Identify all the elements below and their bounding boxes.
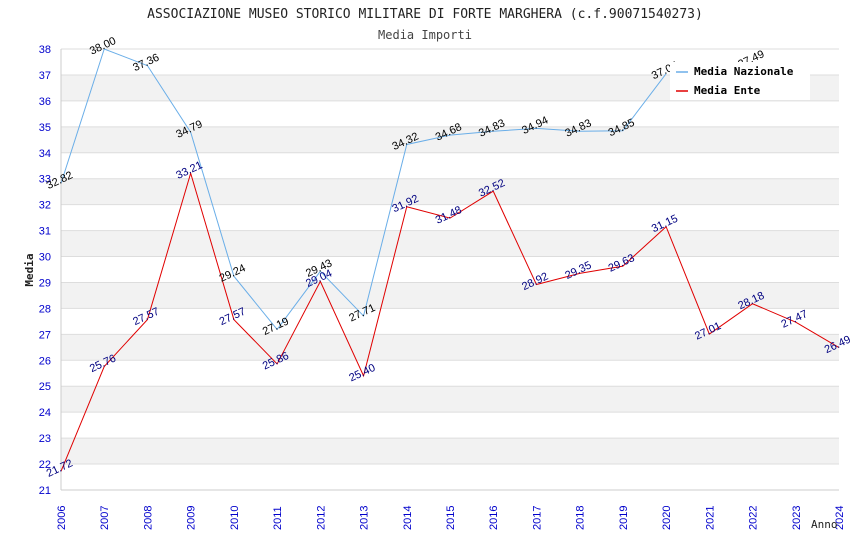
grid-band	[61, 438, 839, 465]
grid-band	[61, 282, 839, 309]
legend-label-media-ente: Media Ente	[694, 84, 761, 97]
series-line-media-nazionale	[60, 48, 667, 331]
x-tick-label: 2015	[445, 506, 457, 530]
x-tick-label: 2021	[704, 506, 716, 530]
y-tick-label: 35	[39, 122, 51, 134]
series-line-media-ente	[60, 171, 840, 472]
y-tick-label: 38	[39, 44, 51, 56]
y-tick-label: 31	[39, 226, 51, 238]
x-tick-label: 2009	[186, 506, 198, 530]
x-tick-label: 2014	[402, 506, 414, 530]
x-tick-label: 2012	[315, 506, 327, 530]
data-label-media-nazionale: 29.24	[218, 262, 248, 285]
y-axis-ticks: 21 22 23 24 25 26 27 28 29 30 31 32 33 34 35 36 37 38	[39, 44, 51, 497]
y-tick-label: 22	[39, 459, 51, 471]
y-tick-label: 28	[39, 303, 51, 315]
y-tick-label: 29	[39, 277, 51, 289]
data-label-media-ente: 29.35	[563, 259, 593, 282]
y-tick-label: 24	[39, 407, 51, 419]
x-tick-label: 2010	[229, 506, 241, 530]
y-axis-label: Media	[23, 253, 36, 286]
x-tick-label: 2019	[618, 506, 630, 530]
y-tick-label: 33	[39, 174, 51, 186]
x-tick-label: 2011	[272, 506, 284, 530]
y-tick-label: 37	[39, 70, 51, 82]
y-tick-label: 26	[39, 355, 51, 367]
grid-bands	[61, 74, 839, 465]
y-tick-label: 21	[39, 485, 51, 497]
x-axis-label: Anno	[811, 518, 838, 531]
legend: Media Nazionale Media Ente	[670, 62, 810, 100]
y-tick-label: 27	[39, 329, 51, 341]
x-tick-label: 2018	[575, 506, 587, 530]
data-label-media-nazionale: 37.36	[131, 52, 161, 75]
data-label-media-ente: 31.48	[434, 204, 464, 227]
x-tick-label: 2022	[748, 506, 760, 530]
legend-box	[670, 62, 810, 100]
x-tick-label: 2006	[56, 506, 68, 530]
y-tick-label: 23	[39, 433, 51, 445]
grid-band	[61, 386, 839, 413]
data-label-media-ente: 27.57	[131, 306, 161, 329]
data-label-media-ente: 27.57	[218, 306, 248, 329]
grid-band	[61, 126, 839, 153]
x-axis-ticks: 2006 2007 2008 2009 2010 2011 2012 2013 2014 2015…	[56, 506, 846, 530]
y-tick-label: 25	[39, 381, 51, 393]
x-tick-label: 2008	[142, 506, 154, 530]
x-tick-label: 2020	[661, 506, 673, 530]
grid-band	[61, 230, 839, 257]
x-tick-label: 2016	[488, 506, 500, 530]
grid-band	[61, 334, 839, 361]
x-tick-label: 2017	[531, 506, 543, 530]
data-label-media-ente: 25.40	[347, 362, 377, 385]
grid-band	[61, 178, 839, 205]
series-lines	[60, 48, 840, 472]
chart-subtitle: Media Importi	[378, 28, 472, 42]
chart-title: ASSOCIAZIONE MUSEO STORICO MILITARE DI F…	[147, 7, 703, 22]
grid-lines	[60, 48, 839, 491]
y-tick-label: 34	[39, 148, 51, 160]
x-tick-label: 2013	[359, 506, 371, 530]
x-tick-label: 2023	[791, 506, 803, 530]
x-tick-label: 2024	[834, 506, 846, 530]
legend-label-media-nazionale: Media Nazionale	[694, 65, 794, 78]
y-tick-label: 30	[39, 252, 51, 264]
y-tick-label: 36	[39, 96, 51, 108]
y-tick-label: 32	[39, 200, 51, 212]
x-tick-label: 2007	[99, 506, 111, 530]
